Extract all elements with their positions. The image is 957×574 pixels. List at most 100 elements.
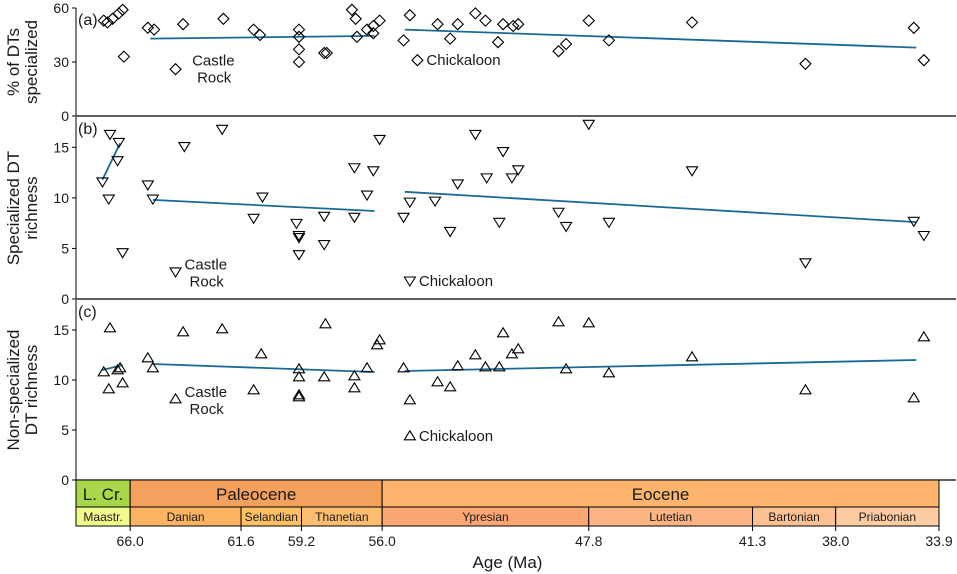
data-point [602,34,616,47]
data-point [101,16,114,29]
data-point [443,226,457,238]
data-point [907,21,921,35]
data-point [117,50,131,63]
x-axis: 66.0 61.6 59.2 56.0 47.8 41.3 38.0 33.9 Age (Ma) [117,526,953,572]
epoch-label: Eocene [632,485,690,504]
data-point [511,342,525,354]
data-point [320,46,333,60]
stage-box [835,506,940,527]
trend-line [152,199,375,212]
data-point [431,17,444,31]
data-point [292,370,306,382]
data-point [141,351,155,363]
y-axis-label: Non-specializedDT richness [4,330,41,451]
data-point [360,361,374,373]
data-point [345,3,359,17]
data-point [147,23,161,36]
data-point [176,17,190,31]
data-point [292,250,306,261]
data-point [169,267,183,278]
y-axis-label-line: Specialized DT [4,151,23,265]
y-tick-label: 10 [53,190,69,206]
data-point [169,62,182,76]
data-point [350,30,364,44]
data-point [559,362,573,374]
stage-label: Bartonian [768,510,819,524]
timescale: L. Cr. Paleocene Eocene Maastr. Danian Seland… [75,479,940,527]
stage-label: Lutetian [649,510,692,524]
panel-1: 0 30 60 % of DTsspecialized (a) Castle Rock Chi… [4,0,956,124]
data-point [798,383,812,395]
point-annotation: Chickaloon [419,428,493,445]
y-axis-label-line: richness [22,176,41,239]
y-axis-label: Specialized DTrichness [4,151,41,265]
y-axis-label-line: specialized [22,20,41,104]
data-point [496,147,510,158]
panel-2: 0 5 10 15 Specialized DTrichness (b) Castle Roc… [4,117,956,307]
data-point [97,365,111,377]
data-point [602,366,616,378]
data-point [292,388,306,400]
data-point [403,276,417,288]
data-point [255,192,269,204]
data-point [685,166,699,177]
data-point [253,28,267,42]
data-point [917,230,931,242]
data-point [552,315,566,327]
stage-label: Thanetian [315,510,368,524]
data-point [559,221,573,233]
data-point [397,212,411,224]
data-point [403,197,417,209]
data-point [347,212,361,224]
data-point [373,14,386,27]
x-tick-label: 33.9 [925,533,952,549]
data-point [112,7,126,20]
annotation-line: Chickaloon [426,52,500,69]
data-point [428,196,442,208]
x-tick-label: 38.0 [822,533,849,549]
annotation-line: Rock [190,274,225,291]
data-point [367,26,380,40]
data-point [602,217,616,229]
data-point [431,375,445,387]
y-tick-label: 10 [53,372,69,388]
data-point [317,370,331,382]
y-axis-label: % of DTsspecialized [4,20,41,104]
data-point [366,166,380,177]
data-point [217,12,230,26]
data-point [318,317,332,329]
data-point [799,57,812,71]
data-point [479,14,492,27]
y-tick-label: 15 [53,322,69,338]
x-tick-label: 56.0 [369,533,396,549]
data-point [451,179,465,190]
panel-label: (b) [78,121,98,138]
data-point [292,55,306,69]
x-tick-label: 41.3 [739,533,766,549]
trend-line [102,364,123,371]
data-point [582,119,596,131]
epoch-label: L. Cr. [83,485,124,504]
data-point [468,348,482,360]
panel-3: 0 5 10 15 Non-specializedDT richness (c) Castl… [4,300,956,488]
trend-line [404,28,917,49]
stage-label: Priabonian [859,510,916,524]
trend-line [152,363,375,373]
x-tick-label: 61.6 [227,533,254,549]
data-point [292,23,306,36]
data-point [111,156,125,167]
data-point [247,383,261,395]
data-point [506,19,520,33]
panel-label: (a) [78,12,98,29]
stage-label: Selandian [245,510,298,524]
trend-line [101,142,121,181]
data-point [917,330,931,342]
data-point [347,369,361,381]
stage-label: Maastr. [83,510,122,524]
data-point [511,165,525,176]
data-point [360,190,374,202]
annotation-line: Castle [185,257,228,274]
stage-label: Ypresian [462,510,508,524]
data-point [111,363,125,375]
x-tick-label: 66.0 [117,533,144,549]
